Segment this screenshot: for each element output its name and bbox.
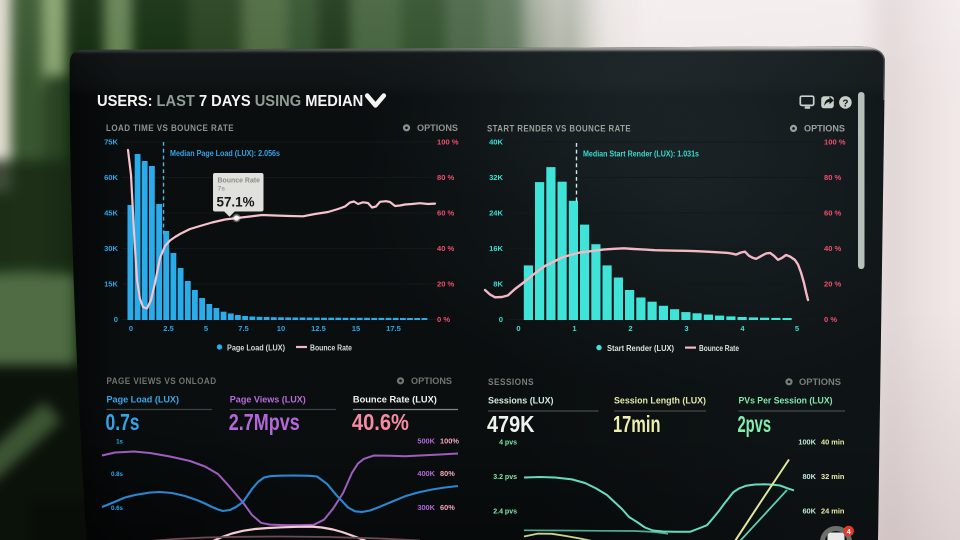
svg-text:Page Views (LUX): Page Views (LUX) <box>230 395 306 406</box>
svg-text:2: 2 <box>628 324 632 333</box>
svg-text:100K: 100K <box>798 438 816 447</box>
svg-text:60 %: 60 % <box>824 209 842 218</box>
svg-text:8K: 8K <box>493 280 503 289</box>
svg-text:32 min: 32 min <box>821 472 845 481</box>
svg-text:24K: 24K <box>489 209 503 218</box>
svg-text:3: 3 <box>684 324 688 333</box>
svg-text:2.4 pvs: 2.4 pvs <box>493 509 517 516</box>
svg-text:57.1%: 57.1% <box>217 195 255 210</box>
svg-text:15: 15 <box>352 324 361 333</box>
svg-text:OPTIONS: OPTIONS <box>804 124 845 134</box>
svg-text:60 %: 60 % <box>437 209 455 218</box>
svg-text:Bounce Rate: Bounce Rate <box>310 343 352 352</box>
svg-text:0: 0 <box>129 324 133 333</box>
svg-text:4: 4 <box>740 324 745 333</box>
svg-text:0 %: 0 % <box>437 315 450 324</box>
svg-text:?: ? <box>842 99 848 110</box>
svg-text:17min: 17min <box>613 411 661 437</box>
svg-text:80 %: 80 % <box>824 173 842 182</box>
svg-text:PVs Per Session (LUX): PVs Per Session (LUX) <box>739 396 833 407</box>
svg-text:100 %: 100 % <box>437 138 459 147</box>
svg-text:Median Page Load (LUX): 2.056s: Median Page Load (LUX): 2.056s <box>170 149 281 158</box>
svg-text:15K: 15K <box>104 280 118 289</box>
svg-text:60%: 60% <box>440 503 455 512</box>
svg-text:0.7s: 0.7s <box>106 409 140 435</box>
svg-text:75K: 75K <box>104 138 118 147</box>
svg-text:40K: 40K <box>489 138 503 147</box>
svg-text:Bounce Rate (LUX): Bounce Rate (LUX) <box>353 395 437 406</box>
svg-text:5: 5 <box>795 324 800 333</box>
svg-text:40.6%: 40.6% <box>352 409 409 435</box>
svg-text:24 min: 24 min <box>821 507 845 516</box>
svg-text:OPTIONS: OPTIONS <box>417 123 458 133</box>
svg-text:OPTIONS: OPTIONS <box>799 377 841 387</box>
svg-text:0 %: 0 % <box>824 315 837 324</box>
svg-text:40 %: 40 % <box>824 244 842 253</box>
svg-text:Median Start Render (LUX): 1.0: Median Start Render (LUX): 1.031s <box>583 150 700 159</box>
svg-text:SESSIONS: SESSIONS <box>488 377 534 387</box>
svg-text:0.6s: 0.6s <box>111 505 124 512</box>
svg-text:7.5: 7.5 <box>238 324 249 333</box>
svg-text:Start Render (LUX): Start Render (LUX) <box>607 344 674 353</box>
svg-text:0.8s: 0.8s <box>111 471 124 478</box>
svg-text:80K: 80K <box>802 472 816 481</box>
svg-text:4 pvs: 4 pvs <box>499 440 517 447</box>
svg-text:60K: 60K <box>802 507 816 516</box>
svg-text:500K: 500K <box>417 437 435 446</box>
svg-text:400K: 400K <box>417 469 435 478</box>
svg-text:20 %: 20 % <box>437 280 455 289</box>
svg-text:100 %: 100 % <box>824 138 846 147</box>
svg-text:START RENDER VS BOUNCE RATE: START RENDER VS BOUNCE RATE <box>487 124 631 134</box>
svg-text:OPTIONS: OPTIONS <box>411 376 452 386</box>
svg-text:20 %: 20 % <box>824 280 842 289</box>
svg-text:17.5: 17.5 <box>386 324 402 333</box>
svg-text:2.7Mpvs: 2.7Mpvs <box>229 409 300 435</box>
svg-text:10: 10 <box>277 324 285 333</box>
svg-text:5: 5 <box>204 324 209 333</box>
svg-text:479K: 479K <box>487 411 535 437</box>
svg-text:0: 0 <box>516 324 520 333</box>
svg-text:2pvs: 2pvs <box>738 411 772 437</box>
svg-text:Page Load (LUX): Page Load (LUX) <box>107 395 180 406</box>
svg-text:LOAD TIME VS BOUNCE RATE: LOAD TIME VS BOUNCE RATE <box>106 123 234 133</box>
svg-text:100%: 100% <box>440 437 459 446</box>
svg-text:30K: 30K <box>104 244 118 253</box>
svg-text:12.5: 12.5 <box>311 324 327 333</box>
svg-text:0: 0 <box>499 315 503 324</box>
svg-text:40 min: 40 min <box>821 438 845 447</box>
svg-text:Session Length (LUX): Session Length (LUX) <box>614 396 706 407</box>
svg-text:Sessions (LUX): Sessions (LUX) <box>488 396 554 407</box>
svg-text:1: 1 <box>572 324 577 333</box>
svg-text:Bounce Rate: Bounce Rate <box>699 344 739 353</box>
svg-text:Bounce Rate: Bounce Rate <box>218 176 261 185</box>
svg-text:300K: 300K <box>417 503 435 512</box>
svg-text:40 %: 40 % <box>437 244 455 253</box>
svg-text:7s: 7s <box>218 186 226 193</box>
svg-text:3.2 pvs: 3.2 pvs <box>493 474 517 481</box>
svg-text:45K: 45K <box>104 209 118 218</box>
svg-text:0: 0 <box>114 315 118 324</box>
svg-text:80 %: 80 % <box>437 173 455 182</box>
svg-text:2.5: 2.5 <box>163 324 174 333</box>
svg-text:Page Load (LUX): Page Load (LUX) <box>227 343 285 352</box>
svg-text:32K: 32K <box>489 173 503 182</box>
svg-text:PAGE VIEWS VS ONLOAD: PAGE VIEWS VS ONLOAD <box>107 376 217 386</box>
svg-text:60K: 60K <box>104 173 118 182</box>
svg-text:4: 4 <box>847 527 852 536</box>
svg-text:1s: 1s <box>116 439 123 446</box>
svg-text:16K: 16K <box>489 244 503 253</box>
svg-text:80%: 80% <box>440 469 455 478</box>
